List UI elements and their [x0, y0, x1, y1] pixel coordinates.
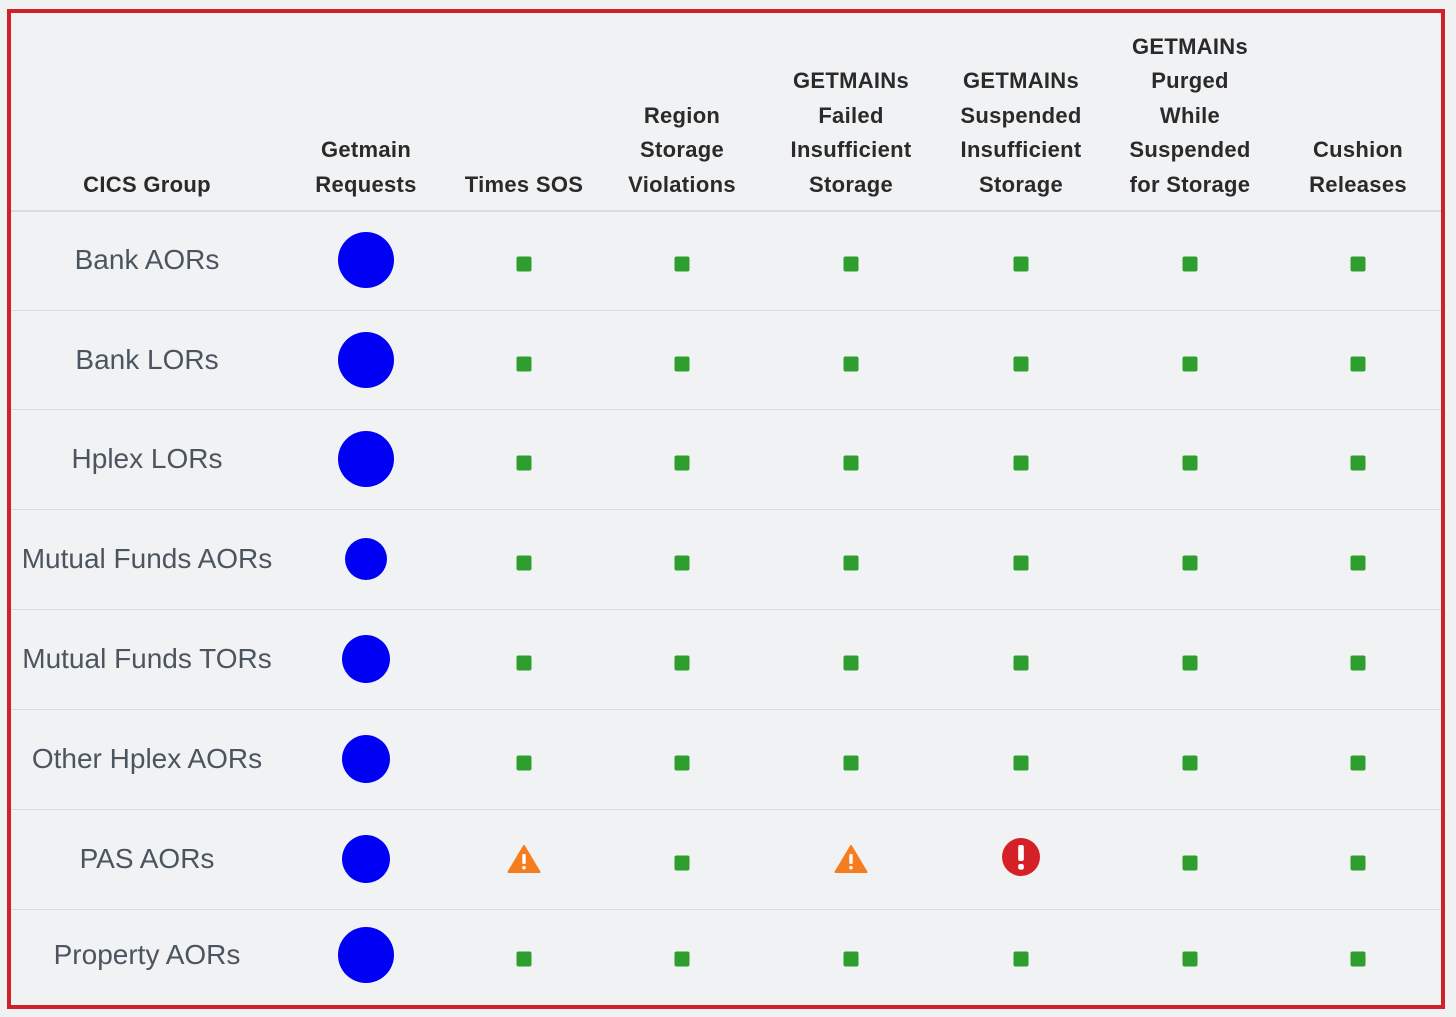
getmains-purged-ok-icon[interactable] [1182, 555, 1198, 571]
table-row: Other Hplex AORs [11, 709, 1441, 810]
getmain-requests-circle-icon[interactable] [338, 232, 394, 288]
getmains-suspended-ok-icon[interactable] [1013, 555, 1029, 571]
getmains-suspended-ok-icon[interactable] [1013, 256, 1029, 272]
getmains-purged-ok-icon[interactable] [1182, 356, 1198, 371]
times-sos-ok-icon[interactable] [516, 455, 532, 471]
getmains-failed-warning-icon[interactable] [834, 844, 868, 874]
getmains-purged-ok-icon[interactable] [1182, 951, 1198, 967]
getmains-purged-ok-icon[interactable] [1182, 256, 1198, 272]
cics-group-name: Mutual Funds AORs [21, 543, 273, 574]
times-sos-warning-icon[interactable] [507, 844, 541, 874]
table-row: PAS AORs [11, 809, 1441, 910]
region-storage-violations-ok-icon[interactable] [674, 755, 690, 771]
getmains-suspended-ok-icon[interactable] [1013, 655, 1029, 671]
region-storage-violations-ok-icon[interactable] [674, 555, 690, 571]
cushion-releases-ok-icon[interactable] [1350, 855, 1366, 871]
header-getmains-failed: GETMAINs Failed Insufficient Storage [790, 68, 912, 197]
header-times-sos: Times SOS [464, 171, 584, 197]
getmains-purged-ok-icon[interactable] [1182, 455, 1198, 471]
table-row: Property AORs [11, 909, 1441, 1001]
header-cics-group: CICS Group [83, 171, 211, 197]
cushion-releases-ok-icon[interactable] [1350, 455, 1366, 471]
header-getmain-requests: Getmain Requests [315, 137, 417, 197]
region-storage-violations-ok-icon[interactable] [674, 256, 690, 272]
cics-group-name: Other Hplex AORs [31, 743, 263, 774]
getmains-purged-ok-icon[interactable] [1182, 755, 1198, 771]
getmains-failed-ok-icon[interactable] [843, 951, 859, 967]
cics-group-name: Bank AORs [74, 244, 220, 275]
getmain-requests-circle-icon[interactable] [342, 835, 390, 883]
table-row: Bank AORs [11, 210, 1441, 311]
times-sos-ok-icon[interactable] [516, 655, 532, 671]
getmains-suspended-ok-icon[interactable] [1013, 755, 1029, 771]
getmains-suspended-ok-icon[interactable] [1013, 455, 1029, 471]
header-cushion-releases: Cushion Releases [1309, 137, 1407, 197]
times-sos-ok-icon[interactable] [516, 555, 532, 571]
header-getmains-suspended: GETMAINs Suspended Insufficient Storage [960, 68, 1082, 197]
table-row: Mutual Funds TORs [11, 609, 1441, 710]
times-sos-ok-icon[interactable] [516, 755, 532, 771]
region-storage-violations-ok-icon[interactable] [674, 855, 690, 871]
cushion-releases-ok-icon[interactable] [1350, 555, 1366, 571]
getmain-requests-circle-icon[interactable] [342, 735, 390, 783]
header-getmains-purged: GETMAINs Purged While Suspended for Stor… [1129, 33, 1251, 197]
cushion-releases-ok-icon[interactable] [1350, 951, 1366, 967]
getmains-failed-ok-icon[interactable] [843, 356, 859, 371]
getmain-requests-circle-icon[interactable] [345, 538, 387, 580]
getmains-failed-ok-icon[interactable] [843, 256, 859, 272]
cics-group-name: Bank LORs [75, 343, 219, 375]
cics-group-name: Mutual Funds TORs [22, 643, 272, 674]
times-sos-ok-icon[interactable] [516, 951, 532, 967]
cushion-releases-ok-icon[interactable] [1350, 655, 1366, 671]
cushion-releases-ok-icon[interactable] [1350, 356, 1366, 371]
getmain-requests-circle-icon[interactable] [338, 431, 394, 487]
cushion-releases-ok-icon[interactable] [1350, 755, 1366, 771]
header-region-storage-violations: Region Storage Violations [628, 102, 736, 197]
getmains-failed-ok-icon[interactable] [843, 555, 859, 571]
region-storage-violations-ok-icon[interactable] [674, 655, 690, 671]
table-header: CICS Group Getmain Requests Times SOS Regio… [11, 13, 1441, 212]
getmains-failed-ok-icon[interactable] [843, 755, 859, 771]
getmains-purged-ok-icon[interactable] [1182, 655, 1198, 671]
cics-storage-table: CICS Group Getmain Requests Times SOS Regio… [7, 9, 1445, 1009]
getmain-requests-circle-icon[interactable] [338, 927, 394, 983]
getmains-purged-ok-icon[interactable] [1182, 855, 1198, 871]
getmains-suspended-error-icon[interactable] [1001, 837, 1041, 877]
table-row: Bank LORs [11, 310, 1441, 410]
region-storage-violations-ok-icon[interactable] [674, 356, 690, 371]
table-row: Hplex LORs [11, 409, 1441, 510]
getmains-failed-ok-icon[interactable] [843, 655, 859, 671]
getmains-failed-ok-icon[interactable] [843, 455, 859, 471]
getmains-suspended-ok-icon[interactable] [1013, 951, 1029, 967]
region-storage-violations-ok-icon[interactable] [674, 951, 690, 967]
cics-group-name: Property AORs [53, 939, 241, 970]
times-sos-ok-icon[interactable] [516, 256, 532, 272]
getmain-requests-circle-icon[interactable] [342, 635, 390, 683]
getmain-requests-circle-icon[interactable] [338, 331, 394, 388]
table-row: Mutual Funds AORs [11, 509, 1441, 610]
cics-group-name: PAS AORs [79, 843, 215, 874]
getmains-suspended-ok-icon[interactable] [1013, 356, 1029, 371]
times-sos-ok-icon[interactable] [516, 356, 532, 371]
cushion-releases-ok-icon[interactable] [1350, 256, 1366, 272]
region-storage-violations-ok-icon[interactable] [674, 455, 690, 471]
cics-group-name: Hplex LORs [71, 443, 223, 474]
